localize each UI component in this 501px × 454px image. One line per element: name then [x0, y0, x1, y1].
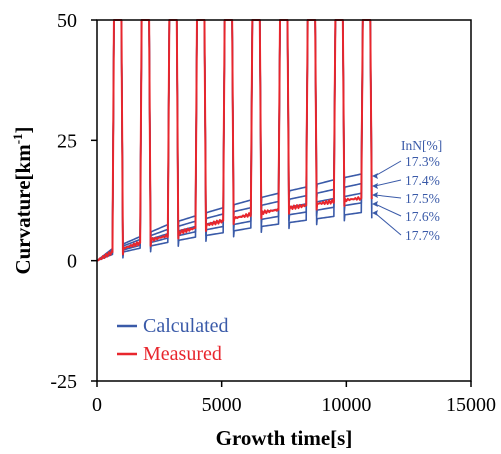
legend: Calculated Measured — [117, 315, 229, 365]
legend-label-calculated: Calculated — [143, 315, 229, 337]
annotation-arrows — [372, 160, 402, 236]
annotation-arrow — [374, 203, 402, 217]
indium-annotation: InN[%] 17.3% 17.4% 17.5% 17.6% 17.7% — [372, 138, 442, 243]
annotation-label-17-5: 17.5% — [405, 191, 440, 206]
annotation-label-17-7: 17.7% — [405, 228, 440, 243]
y-tick-label: 25 — [57, 130, 77, 152]
annotation-arrowhead — [372, 183, 378, 189]
annotation-label-17-4: 17.4% — [405, 173, 440, 188]
legend-label-measured: Measured — [143, 343, 222, 365]
x-tick-label: 5000 — [202, 394, 242, 416]
x-tick-label: 15000 — [446, 394, 496, 416]
annotation-arrowhead — [372, 173, 378, 179]
y-tick-label: 0 — [67, 251, 77, 273]
annotation-arrow — [374, 160, 402, 177]
annotation-label-17-3: 17.3% — [405, 154, 440, 169]
series-line-calculated-177 — [96, 19, 373, 262]
plot-area-frame — [96, 19, 472, 382]
annotation-arrow — [374, 212, 402, 236]
x-axis-title: Growth time[s] — [216, 426, 353, 450]
axis-ticks: 0 5000 10000 15000 -25 0 25 50 — [50, 10, 496, 416]
y-tick-label: -25 — [50, 371, 77, 393]
y-axis-title-main: Curvature[km — [11, 144, 35, 275]
y-axis-title: Curvature[km-1] — [10, 126, 35, 274]
y-axis-title-superscript: -1 — [10, 133, 25, 144]
series-line-measured — [96, 19, 373, 262]
x-tick-label: 0 — [92, 394, 102, 416]
annotation-arrowhead — [372, 201, 378, 207]
annotation-arrowhead — [372, 210, 378, 216]
y-axis-title-close: ] — [11, 126, 35, 133]
annotation-arrow — [374, 179, 402, 187]
annotation-title: InN[%] — [401, 138, 442, 153]
annotation-label-17-6: 17.6% — [405, 209, 440, 224]
y-tick-label: 50 — [57, 10, 77, 32]
series-layer — [96, 19, 373, 262]
x-tick-label: 10000 — [321, 394, 371, 416]
annotation-arrow — [374, 194, 402, 199]
annotation-arrowhead — [372, 192, 378, 198]
